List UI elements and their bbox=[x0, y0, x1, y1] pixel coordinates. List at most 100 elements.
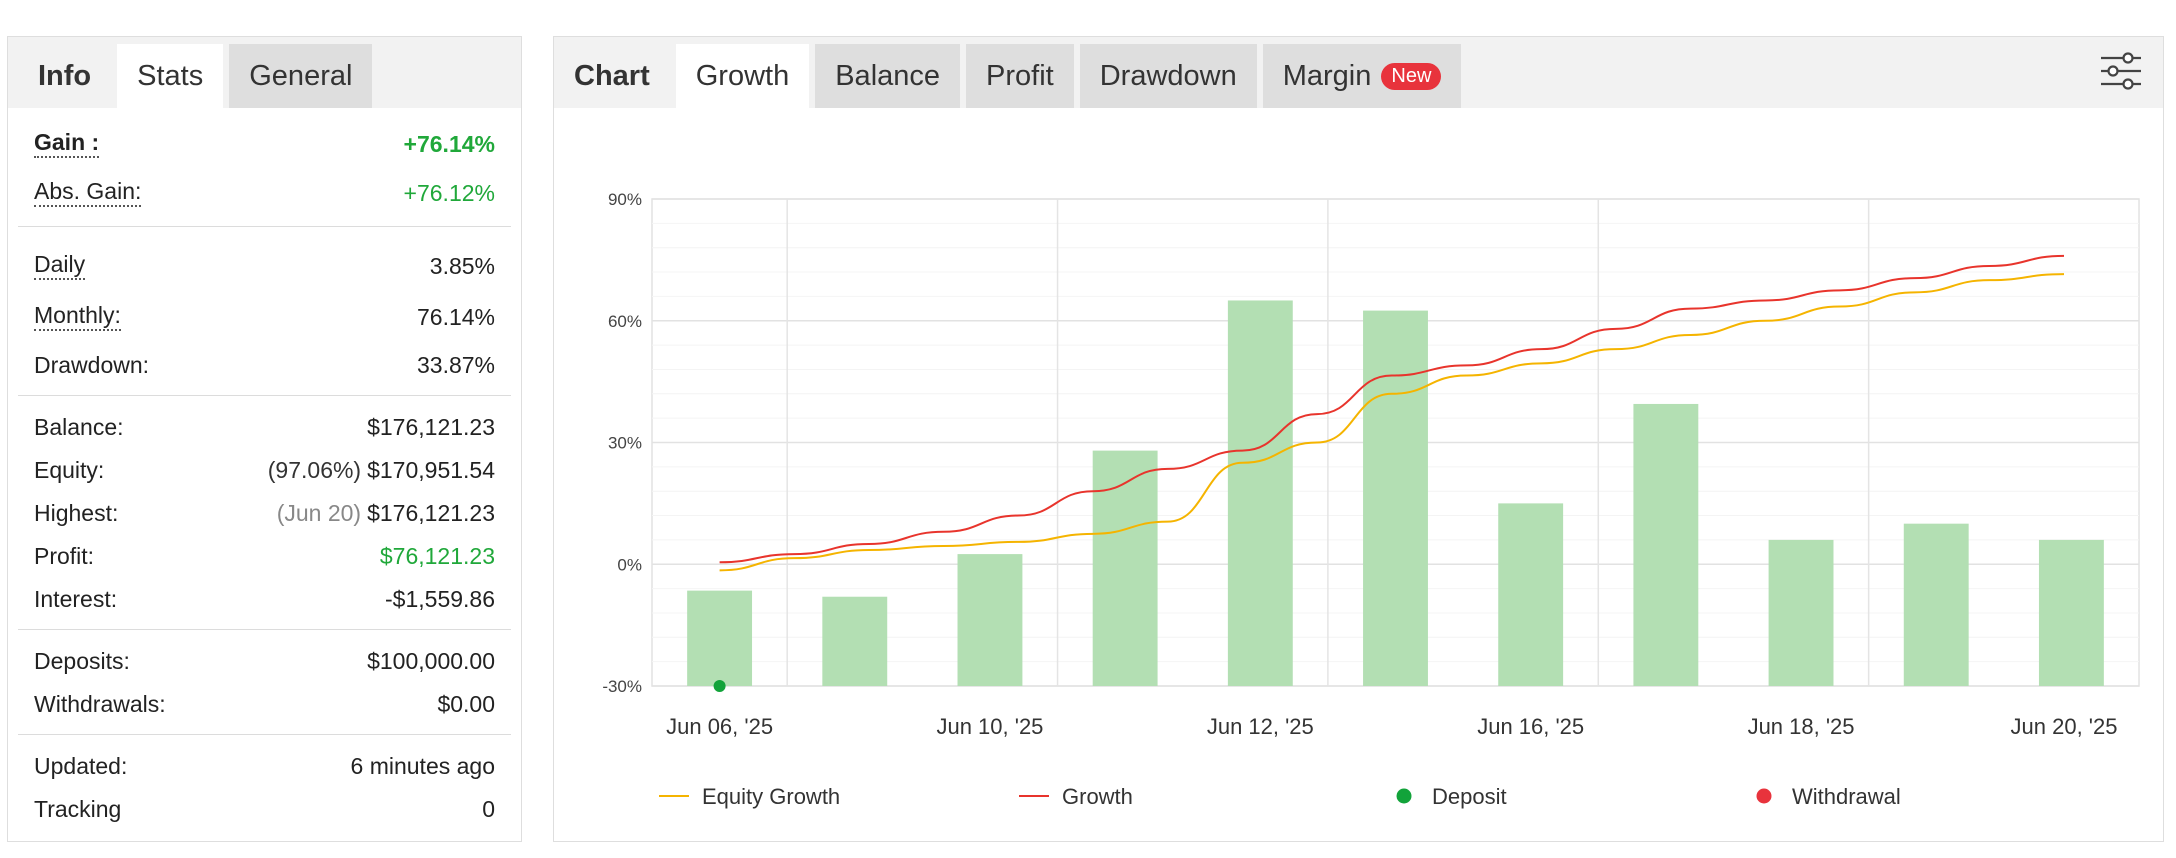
balance-value: $176,121.23 bbox=[367, 414, 495, 440]
x-tick-label: Jun 10, '25 bbox=[936, 714, 1043, 739]
withdrawals-label: Withdrawals: bbox=[34, 691, 166, 717]
profit-value: $76,121.23 bbox=[379, 543, 495, 569]
tab-drawdown-label: Drawdown bbox=[1099, 59, 1237, 92]
stats-list: Gain : +76.14% Abs. Gain: +76.12% Daily … bbox=[8, 108, 521, 839]
legend-label: Equity Growth bbox=[702, 784, 840, 809]
tracking-label: Tracking bbox=[34, 796, 122, 822]
drawdown-value: 33.87% bbox=[416, 351, 495, 378]
bar bbox=[1227, 300, 1293, 686]
daily-label[interactable]: Daily bbox=[34, 252, 86, 280]
bar bbox=[687, 590, 753, 686]
profit-label: Profit: bbox=[34, 543, 95, 569]
deposits-label: Deposits: bbox=[34, 648, 130, 674]
stats-panel: Info Stats General Gain : +76.14% Abs. G… bbox=[7, 36, 522, 842]
deposits-row: Deposits: $100,000.00 bbox=[34, 640, 495, 683]
legend-swatch bbox=[1756, 788, 1772, 804]
tracking-value: 0 bbox=[482, 796, 495, 822]
tab-growth-label: Growth bbox=[695, 59, 790, 92]
abs-gain-value: +76.12% bbox=[403, 179, 495, 206]
y-tick-label: 60% bbox=[608, 312, 642, 331]
tab-chart[interactable]: Chart bbox=[554, 44, 670, 108]
balance-row: Balance: $176,121.23 bbox=[34, 406, 495, 449]
funds-group: Deposits: $100,000.00 Withdrawals: $0.00 bbox=[18, 630, 511, 735]
deposits-value: $100,000.00 bbox=[367, 648, 495, 674]
y-tick-label: 30% bbox=[608, 434, 642, 453]
tab-stats[interactable]: Stats bbox=[117, 44, 224, 108]
tab-general-label: General bbox=[249, 59, 353, 92]
tab-balance-label: Balance bbox=[835, 59, 941, 92]
tab-margin-label: Margin bbox=[1282, 59, 1372, 92]
x-tick-label: Jun 16, '25 bbox=[1477, 714, 1584, 739]
bar bbox=[957, 554, 1023, 686]
deposit-point bbox=[713, 680, 726, 692]
withdrawals-value: $0.00 bbox=[437, 691, 495, 717]
tab-drawdown[interactable]: Drawdown bbox=[1079, 44, 1257, 108]
bar bbox=[1498, 503, 1564, 686]
legend-swatch bbox=[1396, 788, 1412, 804]
daily-row: Daily 3.85% bbox=[34, 241, 495, 291]
sliders-icon[interactable] bbox=[2099, 51, 2143, 91]
growth-chart: 90% 60% 30% 0% -30% Jun 06, '25 Jun 10, '25 Jun… bbox=[554, 108, 2165, 843]
legend-label: Deposit bbox=[1432, 784, 1507, 809]
legend-label: Withdrawal bbox=[1792, 784, 1901, 809]
tab-margin[interactable]: Margin New bbox=[1262, 44, 1462, 108]
tab-profit-label: Profit bbox=[986, 59, 1054, 92]
chart-tabbar: Chart Growth Balance Profit Drawdown Mar… bbox=[554, 37, 2163, 108]
bar bbox=[1903, 523, 1969, 686]
gain-group: Gain : +76.14% Abs. Gain: +76.12% bbox=[18, 108, 511, 227]
monthly-row: Monthly: 76.14% bbox=[34, 291, 495, 343]
highest-label: Highest: bbox=[34, 500, 119, 526]
bar bbox=[822, 596, 888, 686]
updated-row: Updated: 6 minutes ago bbox=[34, 745, 495, 788]
updated-label: Updated: bbox=[34, 753, 128, 779]
tab-chart-label: Chart bbox=[574, 59, 650, 92]
highest-value: $176,121.23 bbox=[367, 500, 495, 526]
equity-row: Equity: (97.06%) $170,951.54 bbox=[34, 449, 495, 492]
equity-percent: (97.06%) bbox=[267, 457, 362, 483]
highest-date: (Jun 20) bbox=[276, 500, 362, 526]
tab-info[interactable]: Info bbox=[18, 44, 111, 108]
new-badge: New bbox=[1381, 62, 1442, 90]
gain-label[interactable]: Gain : bbox=[34, 130, 100, 158]
interest-row: Interest: -$1,559.86 bbox=[34, 578, 495, 621]
y-tick-label: 90% bbox=[608, 190, 642, 209]
tab-profit[interactable]: Profit bbox=[966, 44, 1074, 108]
bar bbox=[2038, 539, 2104, 686]
tab-info-label: Info bbox=[38, 59, 92, 92]
x-tick-label: Jun 12, '25 bbox=[1207, 714, 1314, 739]
equity-value: $170,951.54 bbox=[367, 457, 495, 483]
y-tick-label: 0% bbox=[617, 555, 642, 574]
equity-growth-line bbox=[719, 273, 2065, 572]
bar bbox=[1633, 403, 1699, 686]
tab-growth[interactable]: Growth bbox=[675, 44, 810, 108]
bar bbox=[1092, 450, 1158, 686]
drawdown-label: Drawdown: bbox=[34, 351, 150, 378]
chart-panel: Chart Growth Balance Profit Drawdown Mar… bbox=[553, 36, 2164, 842]
tab-stats-label: Stats bbox=[137, 59, 204, 92]
drawdown-row: Drawdown: 33.87% bbox=[34, 343, 495, 387]
equity-label: Equity: bbox=[34, 457, 105, 483]
account-group: Balance: $176,121.23 Equity: (97.06%) $17… bbox=[18, 396, 511, 630]
abs-gain-label[interactable]: Abs. Gain: bbox=[34, 179, 142, 207]
tab-general[interactable]: General bbox=[229, 44, 373, 108]
gain-value: +76.14% bbox=[403, 130, 495, 157]
withdrawals-row: Withdrawals: $0.00 bbox=[34, 683, 495, 726]
x-tick-label: Jun 18, '25 bbox=[1748, 714, 1855, 739]
legend-label: Growth bbox=[1062, 784, 1133, 809]
growth-chart-svg: 90% 60% 30% 0% -30% Jun 06, '25 Jun 10, '25 Jun… bbox=[602, 190, 2140, 809]
x-tick-label: Jun 06, '25 bbox=[666, 714, 773, 739]
tab-balance[interactable]: Balance bbox=[815, 44, 961, 108]
highest-row: Highest: (Jun 20) $176,121.23 bbox=[34, 492, 495, 535]
growth-line bbox=[719, 254, 2065, 564]
y-tick-label: -30% bbox=[602, 677, 642, 696]
updated-value: 6 minutes ago bbox=[350, 753, 495, 779]
interest-value: -$1,559.86 bbox=[385, 586, 495, 612]
abs-gain-row: Abs. Gain: +76.12% bbox=[34, 168, 495, 218]
interest-label: Interest: bbox=[34, 586, 118, 612]
monthly-label[interactable]: Monthly: bbox=[34, 303, 121, 331]
balance-label: Balance: bbox=[34, 414, 124, 440]
monthly-value: 76.14% bbox=[416, 303, 495, 330]
x-tick-label: Jun 20, '25 bbox=[2011, 714, 2118, 739]
gain-row: Gain : +76.14% bbox=[34, 120, 495, 168]
profit-row: Profit: $76,121.23 bbox=[34, 535, 495, 578]
